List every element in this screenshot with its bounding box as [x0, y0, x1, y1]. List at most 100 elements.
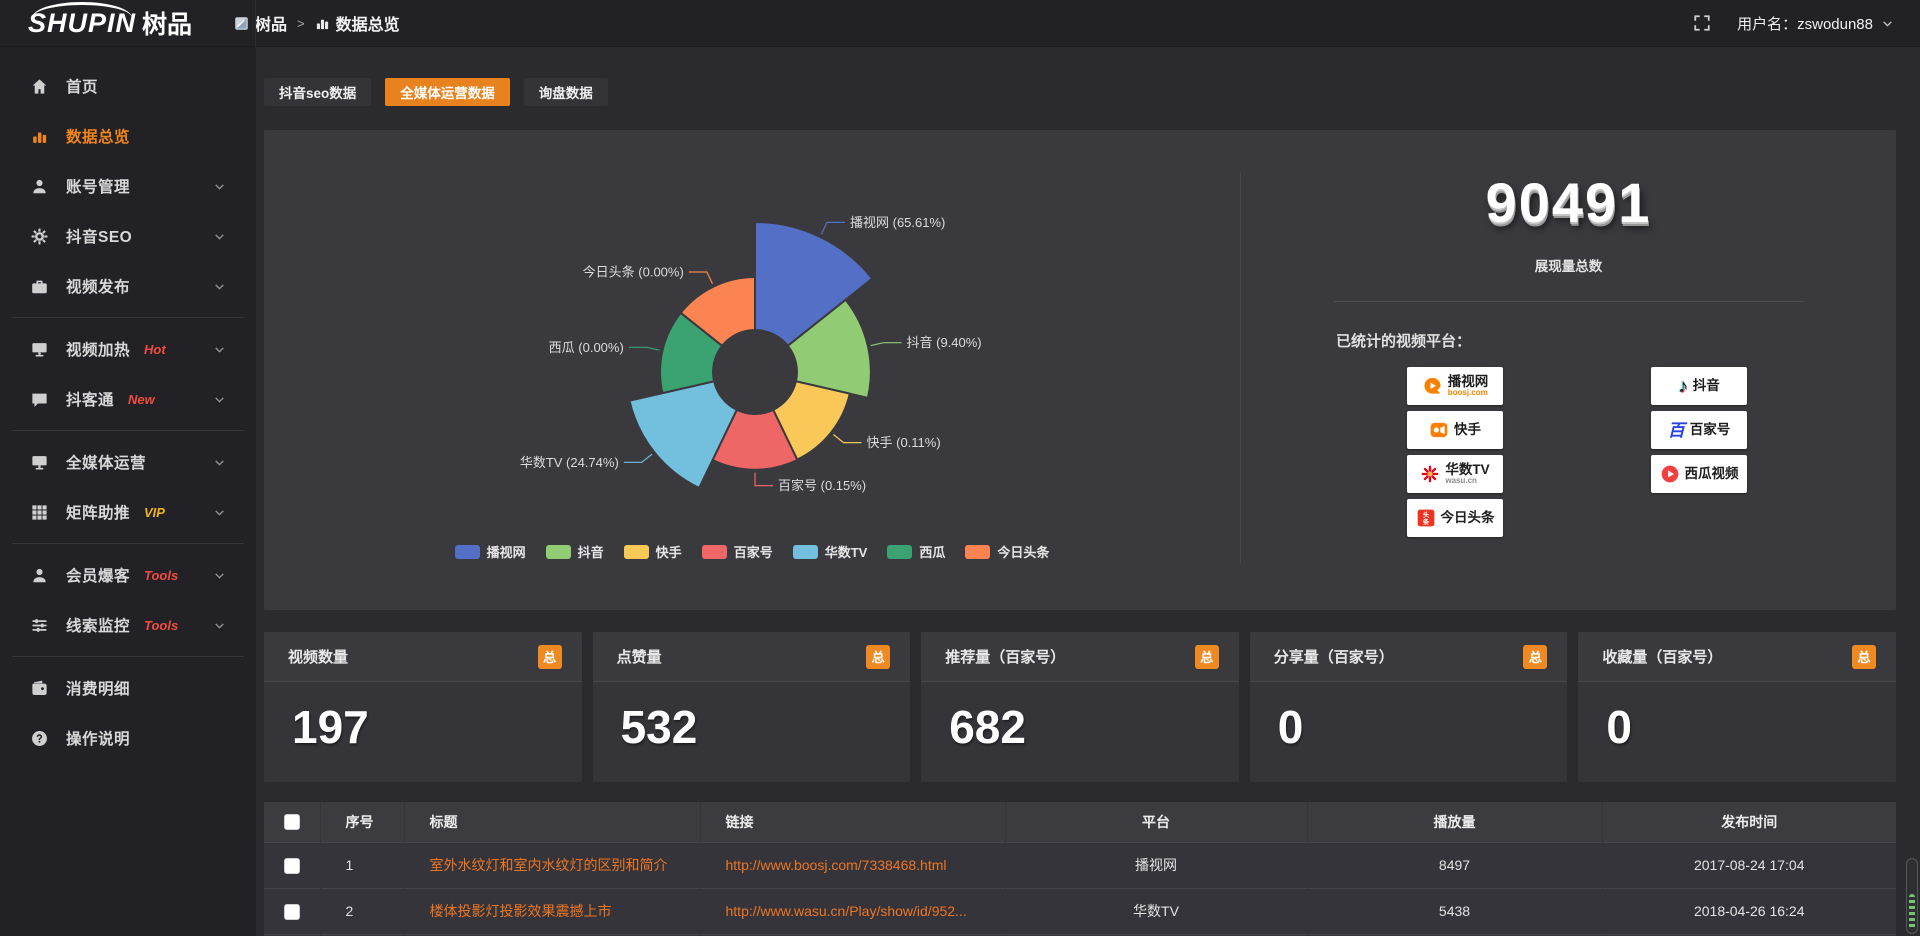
- cell-plays: 5438: [1307, 888, 1603, 934]
- platform-badge-抖音: ♪ 抖音: [1651, 367, 1747, 405]
- legend-label: 播视网: [486, 545, 526, 560]
- pie-label-2: 快手 (0.11%): [867, 435, 941, 450]
- stat-card-2: 推荐量（百家号） 总 682: [921, 632, 1239, 782]
- platform-subtitle: wasu.cn: [1445, 475, 1477, 485]
- summary-section: 90491 展现量总数 已统计的视频平台： 播视网 boosj.com 快手 华数TV…: [1241, 130, 1896, 610]
- cell-title[interactable]: 楼体投影灯投影效果震撼上市: [404, 888, 701, 934]
- douyin-logo: ♪: [1678, 375, 1688, 397]
- cell-title[interactable]: 室外水纹灯和室内水纹灯的区别和简介: [404, 842, 701, 888]
- topbar: SHUPIN 树品 树品 > 数据总览 用户名：zswodun88: [0, 0, 1920, 47]
- sidebar-item-home[interactable]: 首页: [0, 61, 256, 111]
- cell-link[interactable]: http://www.boosj.com/7338468.html: [700, 842, 1006, 888]
- sidebar-item-data-overview[interactable]: 数据总览: [0, 111, 256, 161]
- sidebar-item-label: 抖音SEO: [66, 229, 133, 246]
- boosj-logo: [1424, 377, 1441, 394]
- tab-omnimedia-data[interactable]: 全媒体运营数据: [385, 78, 510, 106]
- home-icon: [32, 78, 47, 94]
- sidebar-item-spending-details[interactable]: 消费明细: [0, 663, 256, 713]
- stat-card-value: 0: [1277, 701, 1304, 753]
- chart-icon: [33, 132, 47, 143]
- sidebar-item-label: 消费明细: [66, 681, 131, 698]
- cell-time: 2017-08-24 17:04: [1693, 857, 1805, 873]
- cell-platform: 播视网: [1005, 842, 1308, 888]
- total-badge: 总: [537, 644, 562, 669]
- pie-label-1: 抖音 (9.40%): [907, 335, 982, 350]
- pie-label-line-0: [820, 221, 845, 235]
- legend-swatch: [965, 544, 991, 559]
- row-checkbox[interactable]: [283, 903, 300, 920]
- pie-label-line-2: [833, 434, 862, 444]
- sidebar-item-member-baoke[interactable]: 会员爆客 Tools: [0, 550, 256, 600]
- scrollbar-thumb[interactable]: [1909, 894, 1915, 930]
- sidebar-item-badge: Tools: [144, 567, 179, 583]
- cell-link[interactable]: http://www.wasu.cn/Play/show/id/952...: [700, 888, 1006, 934]
- sidebar-item-video-publish[interactable]: 视频发布: [0, 261, 256, 311]
- sidebar-divider: [12, 430, 244, 431]
- app-logo[interactable]: SHUPIN 树品: [0, 0, 256, 47]
- total-badge: 总: [1851, 644, 1876, 669]
- legend-item-0[interactable]: 播视网: [454, 542, 526, 561]
- chevron-down-icon: [1883, 20, 1892, 27]
- sidebar-item-douyin-seo[interactable]: 抖音SEO: [0, 211, 256, 261]
- pie-label-3: 百家号 (0.15%): [778, 478, 866, 493]
- breadcrumb-item-app[interactable]: 树品: [234, 11, 287, 35]
- topbar-right: 用户名：zswodun88: [1693, 13, 1920, 34]
- sidebar-item-label: 线索监控: [66, 618, 131, 635]
- pie-slice-1[interactable]: [786, 298, 872, 399]
- sidebar-item-leads-monitor[interactable]: 线索监控 Tools: [0, 600, 256, 650]
- data-tabs: 抖音seo数据 全媒体运营数据 询盘数据: [264, 78, 1920, 106]
- row-select-cell: [264, 888, 321, 934]
- stat-card-title: 推荐量（百家号）: [945, 649, 1066, 666]
- sidebar-item-omnimedia-operation[interactable]: 全媒体运营: [0, 437, 256, 487]
- stat-card-0: 视频数量 总 197: [264, 632, 582, 782]
- stat-card-header: 视频数量 总: [264, 632, 582, 682]
- sidebar-item-label: 抖客通: [66, 392, 115, 409]
- cell-index: 2: [320, 888, 405, 934]
- legend-swatch: [792, 544, 818, 559]
- stat-card-header: 推荐量（百家号） 总: [921, 632, 1239, 682]
- row-checkbox[interactable]: [283, 857, 300, 874]
- select-all-checkbox[interactable]: [283, 814, 300, 831]
- pie-label-line-6: [688, 271, 714, 284]
- legend-swatch: [454, 544, 480, 559]
- pie-slice-4[interactable]: [628, 380, 739, 490]
- sidebar-item-video-heating[interactable]: 视频加热 Hot: [0, 324, 256, 374]
- sidebar-item-matrix-boost[interactable]: 矩阵助推 VIP: [0, 487, 256, 537]
- stat-card-header: 点赞量 总: [592, 632, 911, 682]
- fullscreen-icon[interactable]: [1693, 14, 1711, 32]
- platform-badges: 播视网 boosj.com 快手 华数TV wasu.cn 头条今日头条 ♪ 抖音百百家号西…: [1407, 367, 1896, 537]
- sidebar-item-douketong[interactable]: 抖客通 New: [0, 374, 256, 424]
- username-label: 用户名：zswodun88: [1737, 15, 1873, 33]
- kuaishou-logo: [1430, 422, 1448, 438]
- monitor-icon: [32, 455, 47, 469]
- sidebar-item-label: 首页: [66, 79, 99, 96]
- user-menu[interactable]: 用户名：zswodun88: [1737, 13, 1894, 34]
- pie-slice-0[interactable]: [754, 220, 874, 348]
- legend-item-1[interactable]: 抖音: [545, 542, 604, 561]
- sidebar-item-label: 矩阵助推: [66, 505, 131, 522]
- legend-item-5[interactable]: 西瓜: [887, 542, 945, 561]
- platform-share-rose-chart[interactable]: 播视网 (65.61%) 抖音 (9.40%) 快手 (0.11%) 百家号 (0.1…: [264, 130, 1240, 610]
- videos-table: 序号 标题 链接 平台 播放量 发布时间 1 室外水纹灯和室内水纹灯的区别和简介 http…: [264, 802, 1896, 936]
- legend-swatch: [623, 544, 649, 559]
- legend-item-4[interactable]: 华数TV: [792, 542, 867, 561]
- sidebar-item-instructions[interactable]: 操作说明: [0, 713, 256, 763]
- legend-item-2[interactable]: 快手: [623, 542, 682, 561]
- legend-label: 今日头条: [997, 545, 1050, 560]
- tab-douyin-seo-data[interactable]: 抖音seo数据: [264, 78, 372, 106]
- legend-item-3[interactable]: 百家号: [701, 542, 773, 561]
- legend-item-6[interactable]: 今日头条: [965, 542, 1049, 561]
- stat-card-value: 0: [1606, 701, 1632, 753]
- tab-inquiry-data[interactable]: 询盘数据: [523, 78, 608, 106]
- pie-label-0: 播视网 (65.61%): [850, 215, 945, 230]
- monitor-icon: [32, 342, 47, 356]
- pie-label-line-4: [623, 453, 653, 463]
- pie-slice-6[interactable]: [679, 275, 756, 348]
- cell-index: 1: [320, 842, 405, 888]
- breadcrumb-item-current[interactable]: 数据总览: [315, 11, 400, 35]
- platform-name: 播视网: [1447, 373, 1489, 389]
- stat-card-value: 197: [292, 701, 369, 753]
- sidebar-item-account-management[interactable]: 账号管理: [0, 161, 256, 211]
- user-icon: [33, 568, 46, 582]
- pie-label-line-5: [628, 346, 660, 351]
